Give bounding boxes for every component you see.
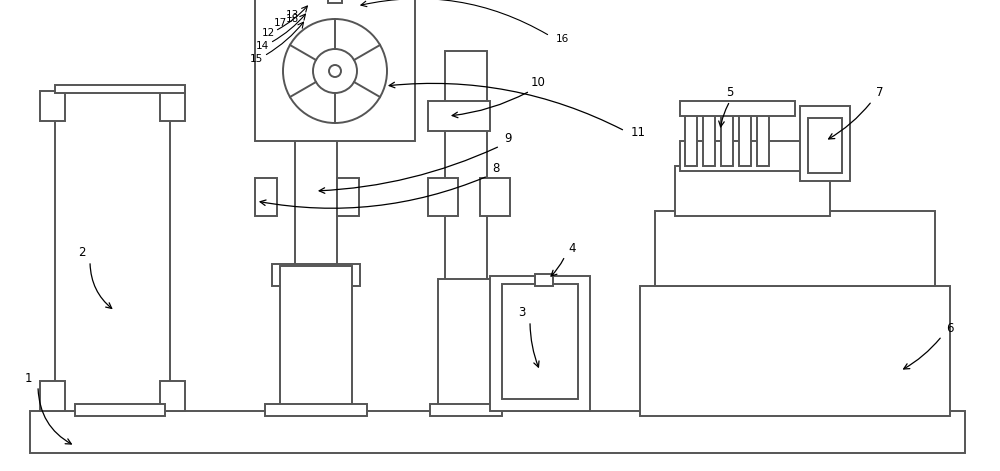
Bar bbox=[535, 274, 553, 286]
Text: 15: 15 bbox=[249, 54, 263, 64]
Bar bbox=[280, 266, 352, 411]
Text: 9: 9 bbox=[504, 132, 512, 146]
Bar bbox=[30, 411, 965, 453]
Bar bbox=[680, 141, 810, 171]
Text: 8: 8 bbox=[492, 162, 500, 176]
Bar bbox=[808, 118, 842, 173]
Text: 7: 7 bbox=[876, 87, 884, 99]
Bar bbox=[675, 166, 830, 216]
Bar bbox=[428, 178, 458, 216]
Text: 5: 5 bbox=[726, 87, 734, 99]
Text: 17: 17 bbox=[273, 18, 287, 28]
Bar bbox=[480, 178, 510, 216]
Circle shape bbox=[313, 49, 357, 93]
Bar bbox=[490, 276, 590, 411]
Bar bbox=[255, 178, 277, 216]
Bar bbox=[703, 111, 715, 166]
Bar bbox=[265, 404, 367, 416]
Bar bbox=[428, 101, 490, 131]
Bar bbox=[55, 91, 170, 411]
Bar bbox=[721, 111, 733, 166]
Text: 11: 11 bbox=[631, 127, 646, 139]
Bar bbox=[55, 85, 185, 93]
Circle shape bbox=[283, 19, 387, 123]
Text: 16: 16 bbox=[555, 34, 569, 44]
Bar bbox=[40, 91, 65, 121]
Bar bbox=[680, 101, 795, 116]
Text: 18: 18 bbox=[285, 14, 299, 24]
Bar bbox=[295, 51, 337, 271]
Bar bbox=[40, 381, 65, 411]
Bar bbox=[272, 264, 360, 286]
Text: 14: 14 bbox=[255, 41, 269, 51]
Bar bbox=[757, 111, 769, 166]
Bar bbox=[739, 111, 751, 166]
Bar bbox=[160, 381, 185, 411]
Bar bbox=[655, 211, 935, 286]
Bar bbox=[640, 286, 950, 416]
Bar bbox=[255, 0, 415, 141]
Bar bbox=[430, 404, 502, 416]
Bar bbox=[160, 91, 185, 121]
Text: 4: 4 bbox=[568, 243, 576, 255]
Bar bbox=[800, 106, 850, 181]
Text: 6: 6 bbox=[946, 323, 954, 335]
Text: 3: 3 bbox=[518, 307, 526, 319]
Text: 2: 2 bbox=[78, 246, 86, 260]
Bar bbox=[438, 279, 494, 411]
Circle shape bbox=[329, 65, 341, 77]
Bar bbox=[445, 51, 487, 286]
Text: 13: 13 bbox=[285, 10, 299, 20]
Text: 10: 10 bbox=[531, 76, 545, 89]
Bar bbox=[685, 111, 697, 166]
Bar bbox=[337, 178, 359, 216]
Bar bbox=[502, 284, 578, 399]
Text: 1: 1 bbox=[24, 373, 32, 385]
Bar bbox=[328, 0, 342, 3]
Bar bbox=[75, 404, 165, 416]
Text: 12: 12 bbox=[261, 28, 275, 38]
